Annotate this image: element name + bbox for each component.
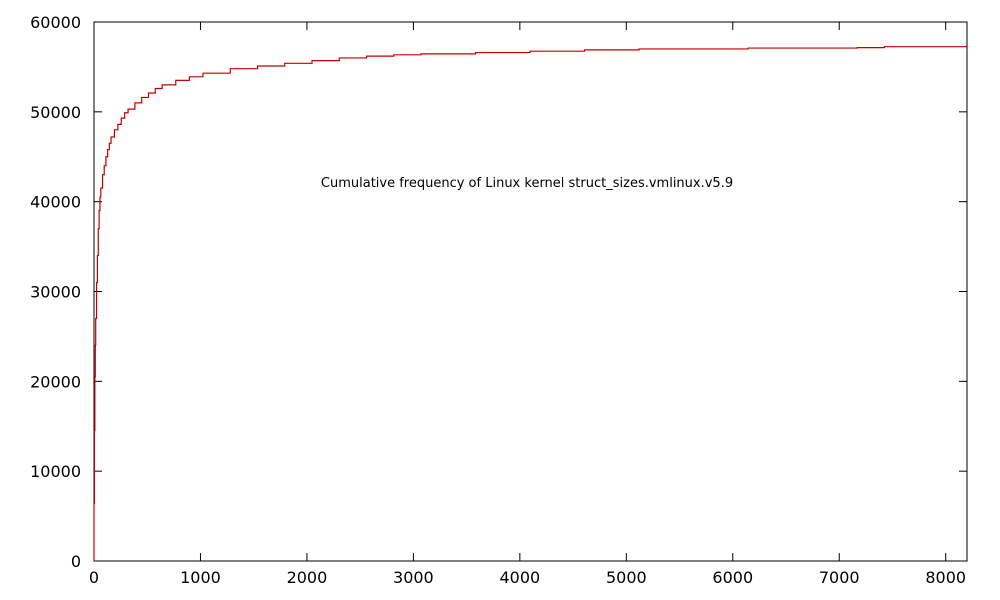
x-tick-label: 0 bbox=[89, 568, 99, 587]
x-tick-label: 8000 bbox=[925, 568, 966, 587]
x-tick-label: 2000 bbox=[287, 568, 328, 587]
tick-marks bbox=[93, 21, 967, 562]
y-tick-label: 60000 bbox=[30, 13, 81, 32]
y-tick-label: 0 bbox=[71, 552, 81, 571]
x-tick-label: 4000 bbox=[499, 568, 540, 587]
x-tick-label: 6000 bbox=[712, 568, 753, 587]
plot-border bbox=[93, 21, 968, 562]
x-tick-label: 3000 bbox=[393, 568, 434, 587]
x-tick-label: 1000 bbox=[180, 568, 221, 587]
y-tick-label: 10000 bbox=[30, 462, 81, 481]
y-tick-label: 20000 bbox=[30, 372, 81, 391]
y-tick-label: 50000 bbox=[30, 103, 81, 122]
x-tick-label: 5000 bbox=[606, 568, 647, 587]
x-tick-label: 7000 bbox=[819, 568, 860, 587]
tick-labels: 0 1000 2000 3000 4000 5000 6000 7000 8000 0 10000 2… bbox=[30, 13, 966, 587]
y-tick-label: 40000 bbox=[30, 193, 81, 212]
series-line bbox=[93, 45, 967, 561]
y-tick-label: 30000 bbox=[30, 283, 81, 302]
series-label: Cumulative frequency of Linux kernel str… bbox=[321, 176, 733, 191]
